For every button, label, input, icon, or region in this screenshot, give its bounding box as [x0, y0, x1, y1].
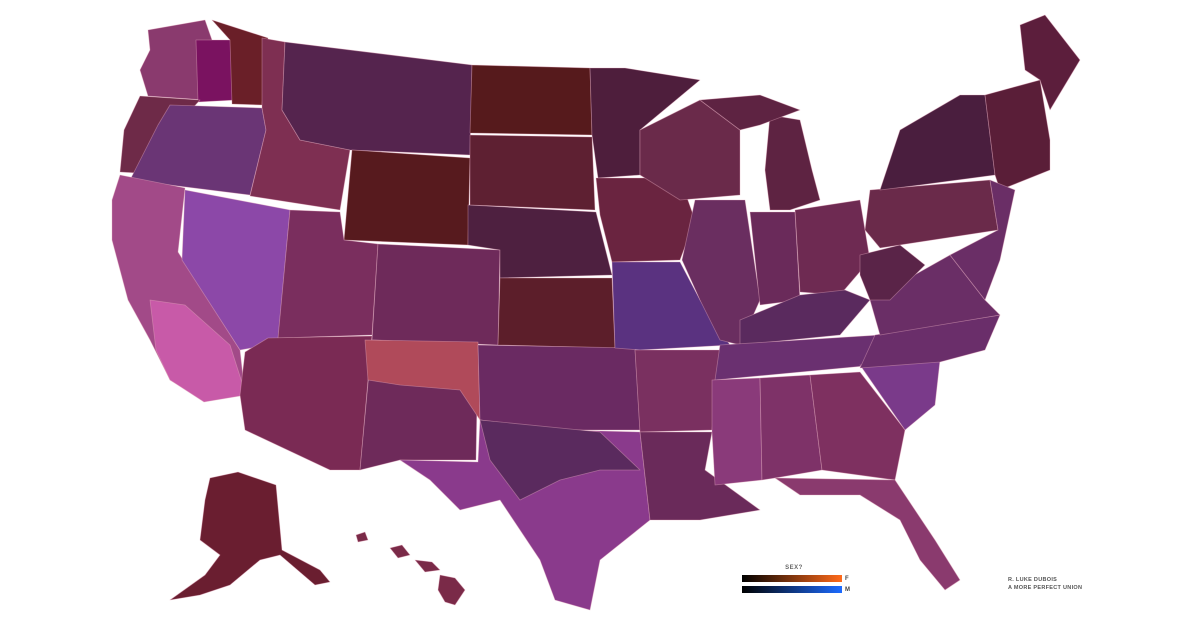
credit-project: A MORE PERFECT UNION — [1008, 585, 1083, 591]
region-florida — [774, 477, 961, 591]
region-maine — [1019, 14, 1081, 111]
legend-title: SEX? — [785, 565, 803, 571]
region-michigan-up — [699, 94, 801, 131]
region-texas-east — [479, 419, 641, 501]
region-hawaii-islands — [389, 544, 411, 559]
region-alaska — [169, 471, 331, 601]
region-hawaii-maui — [414, 559, 441, 573]
region-north-dakota — [469, 64, 593, 136]
region-new-york — [879, 94, 996, 191]
region-colorado — [371, 243, 501, 346]
region-alabama — [759, 374, 823, 481]
legend-label-male: M — [845, 586, 850, 593]
legend-row-male: M — [742, 585, 860, 594]
legend-bar-male — [742, 586, 842, 593]
legend-row-female: F — [742, 574, 860, 583]
credit: R. LUKE DUBOIS A MORE PERFECT UNION — [1008, 576, 1082, 592]
legend: SEX? F M — [742, 565, 860, 596]
region-illinois — [681, 199, 761, 346]
legend-bar-female — [742, 575, 842, 582]
region-kansas — [497, 277, 616, 349]
region-south-dakota — [469, 134, 596, 211]
region-ohio — [794, 199, 871, 296]
legend-label-female: F — [845, 575, 849, 582]
region-virginia — [869, 254, 1001, 336]
region-georgia — [809, 371, 906, 481]
region-pennsylvania — [864, 179, 999, 249]
region-wyoming — [343, 149, 471, 246]
region-hawaii-kauai — [355, 531, 369, 543]
region-washington-east — [211, 19, 269, 106]
region-mid-atlantic — [949, 179, 1016, 301]
region-west-virginia — [859, 244, 926, 301]
credit-author: R. LUKE DUBOIS — [1008, 577, 1058, 583]
region-oklahoma-panhandle — [364, 339, 481, 421]
region-mississippi — [711, 377, 763, 486]
region-washington — [139, 19, 213, 101]
region-michigan — [764, 114, 821, 211]
region-california-south — [149, 299, 247, 403]
region-arizona — [239, 335, 373, 471]
region-oklahoma — [477, 344, 641, 431]
region-hawaii-big — [437, 574, 466, 606]
region-new-england — [984, 79, 1051, 191]
region-montana — [281, 41, 473, 156]
region-arkansas — [634, 349, 721, 433]
